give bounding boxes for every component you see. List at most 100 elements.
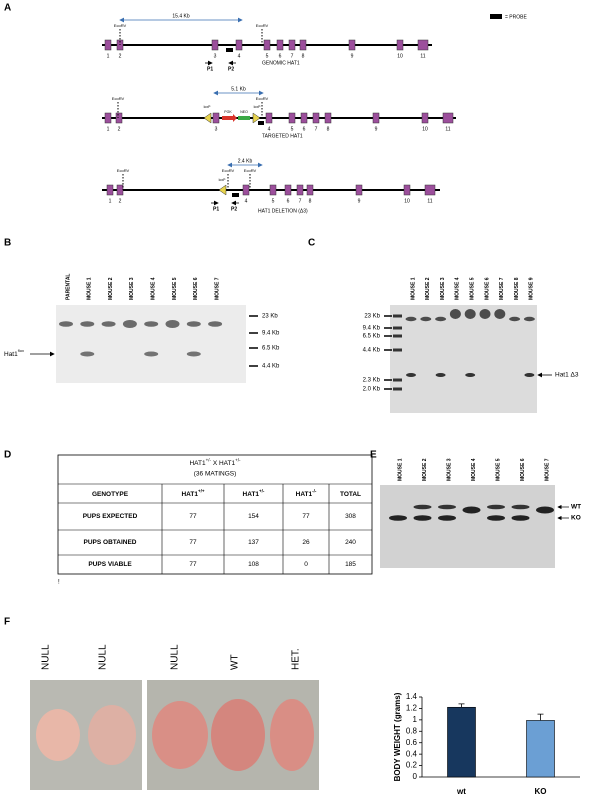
exon — [211, 39, 219, 51]
marker-label: 6.5 Kb — [262, 346, 280, 352]
y-tick-label: 0.8 — [406, 726, 418, 735]
exon-number: 7 — [315, 126, 318, 132]
band-label-sup: flox — [18, 348, 24, 353]
table-cell: 137 — [248, 539, 259, 546]
marker-label: 23 Kb — [262, 314, 278, 320]
lane-label: MOUSE 2 — [425, 277, 431, 300]
table-cell: PUPS OBTAINED — [84, 539, 137, 546]
pup — [211, 699, 265, 771]
exon-number: 5 — [291, 126, 294, 132]
table-border — [57, 454, 373, 575]
loxp-site — [218, 184, 227, 196]
probe-legend: = PROBE — [505, 14, 527, 20]
table-cell: 0 — [304, 561, 308, 568]
exon — [235, 39, 243, 51]
exon — [348, 39, 356, 51]
y-axis-title: BODY WEIGHT (grams) — [393, 692, 402, 781]
exon — [403, 184, 411, 196]
distance-label: 2.4 Kb — [238, 158, 253, 164]
lane-label: MOUSE 1 — [410, 277, 416, 300]
ladder-band — [393, 348, 402, 352]
lane-label: MOUSE 7 — [544, 458, 550, 481]
exon-number: 10 — [422, 126, 428, 132]
marker-label: 6.5 Kb — [363, 334, 381, 340]
probe — [232, 193, 239, 197]
exon — [306, 184, 314, 196]
primer-label: P1 — [213, 206, 219, 212]
exon-number: 6 — [279, 53, 282, 59]
exon — [263, 39, 271, 51]
exon-number: 1 — [107, 53, 110, 59]
exon-number: 3 — [214, 53, 217, 59]
photo-label: HET. — [291, 648, 302, 670]
gel-band — [494, 309, 506, 319]
y-tick-label: 1.4 — [406, 692, 418, 701]
y-tick-label: 0.6 — [406, 738, 418, 747]
gene-label: TARGETED HAT1 — [262, 133, 303, 139]
lane-label: MOUSE 6 — [193, 277, 199, 300]
ladder-band — [393, 326, 402, 330]
exon — [312, 112, 320, 124]
lane-label: MOUSE 9 — [529, 277, 535, 300]
exon — [296, 184, 304, 196]
gel-band — [405, 316, 417, 322]
gel-band — [406, 373, 416, 377]
gel-band — [144, 351, 159, 357]
exon — [288, 112, 296, 124]
distance-label: 5.1 Kb — [231, 86, 246, 92]
loxp-label: loxP — [219, 178, 226, 182]
table-cell: 154 — [248, 513, 259, 520]
band-label-base: Hat1 — [4, 351, 18, 358]
pup — [270, 699, 314, 771]
lane-label: MOUSE 2 — [108, 277, 114, 300]
exon — [299, 39, 307, 51]
cassette-label: loxP — [254, 105, 261, 109]
footnote: ! — [58, 580, 60, 586]
band-label: WT — [571, 504, 581, 511]
gel-band — [438, 515, 456, 521]
exon-number: 5 — [272, 198, 275, 204]
panel-letter: C — [308, 238, 315, 249]
table-title-part: X HAT1 — [211, 460, 235, 467]
table-header: HAT1-/- — [296, 489, 317, 498]
exon-number: 2 — [119, 53, 122, 59]
cassette-label: NEO — [240, 110, 248, 114]
table-header-part: GENOTYPE — [92, 491, 129, 498]
gel-band — [435, 316, 447, 322]
lane-label: MOUSE 2 — [422, 458, 428, 481]
table-header: GENOTYPE — [92, 491, 129, 498]
gel — [380, 485, 555, 568]
neo-cassette — [238, 116, 250, 120]
exon-number: 5 — [266, 53, 269, 59]
exon — [324, 112, 332, 124]
y-tick-label: 1.2 — [406, 704, 418, 713]
lane-label: MOUSE 5 — [495, 458, 501, 481]
gel-band — [511, 515, 530, 521]
marker-label: 23 Kb — [364, 314, 380, 320]
lane-label: MOUSE 6 — [520, 458, 526, 481]
ladder-band — [393, 387, 402, 391]
lane-label: MOUSE 5 — [470, 277, 476, 300]
exon — [276, 39, 284, 51]
lane-label: MOUSE 4 — [455, 277, 461, 300]
exon-number: 2 — [118, 126, 121, 132]
photo-label: NULL — [41, 644, 52, 670]
gel-band — [186, 351, 201, 357]
gel-band — [465, 373, 476, 377]
probe — [226, 48, 233, 52]
ecorv-label: EcoRV — [256, 23, 269, 28]
table-cell: 185 — [345, 561, 356, 568]
lane-label: MOUSE 1 — [87, 277, 93, 300]
gel-band — [389, 515, 407, 521]
pup — [88, 705, 136, 765]
photo-label: NULL — [98, 644, 109, 670]
table-cell: 308 — [345, 513, 356, 520]
exon-number: 8 — [302, 53, 305, 59]
exon-number: 1 — [109, 198, 112, 204]
marker-label: 9.4 Kb — [363, 326, 381, 332]
exon — [269, 184, 277, 196]
table-header: HAT1+/- — [243, 489, 265, 498]
probe — [258, 121, 264, 125]
table-header: HAT1+/+ — [181, 489, 204, 498]
ecorv-label: EcoRV — [222, 168, 235, 173]
